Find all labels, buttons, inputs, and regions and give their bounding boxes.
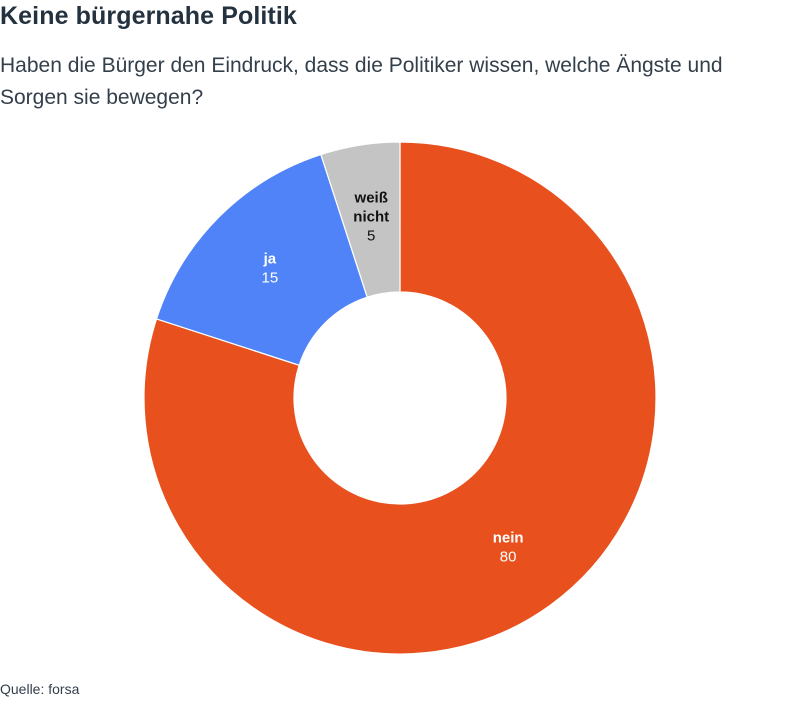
slice-label-ja: ja 15: [262, 250, 279, 286]
slice-label-value: 5: [367, 227, 375, 244]
slice-weiss-nicht: [320, 141, 401, 298]
slice-label-name: weiß: [354, 189, 388, 206]
chart-subtitle: Haben die Bürger den Eindruck, dass die …: [0, 54, 723, 109]
slice-label-name: ja: [263, 250, 277, 267]
slice-ja: [155, 153, 368, 366]
slice-label-name: nein: [493, 529, 524, 546]
donut-labels: nein 80 ja 15 weiß nicht 5: [262, 189, 524, 565]
source-note: Quelle: forsa: [0, 681, 80, 697]
slice-label-value: 80: [500, 548, 517, 565]
slice-label-nein: nein 80: [493, 529, 524, 565]
slice-label-value: 15: [262, 269, 279, 286]
slice-label-name: nicht: [353, 208, 389, 225]
slice-nein: [143, 141, 657, 655]
slice-label-weiss-nicht: weiß nicht 5: [353, 189, 389, 244]
chart-title: Keine bürgernahe Politik: [0, 2, 297, 30]
donut-slices: [143, 141, 657, 655]
